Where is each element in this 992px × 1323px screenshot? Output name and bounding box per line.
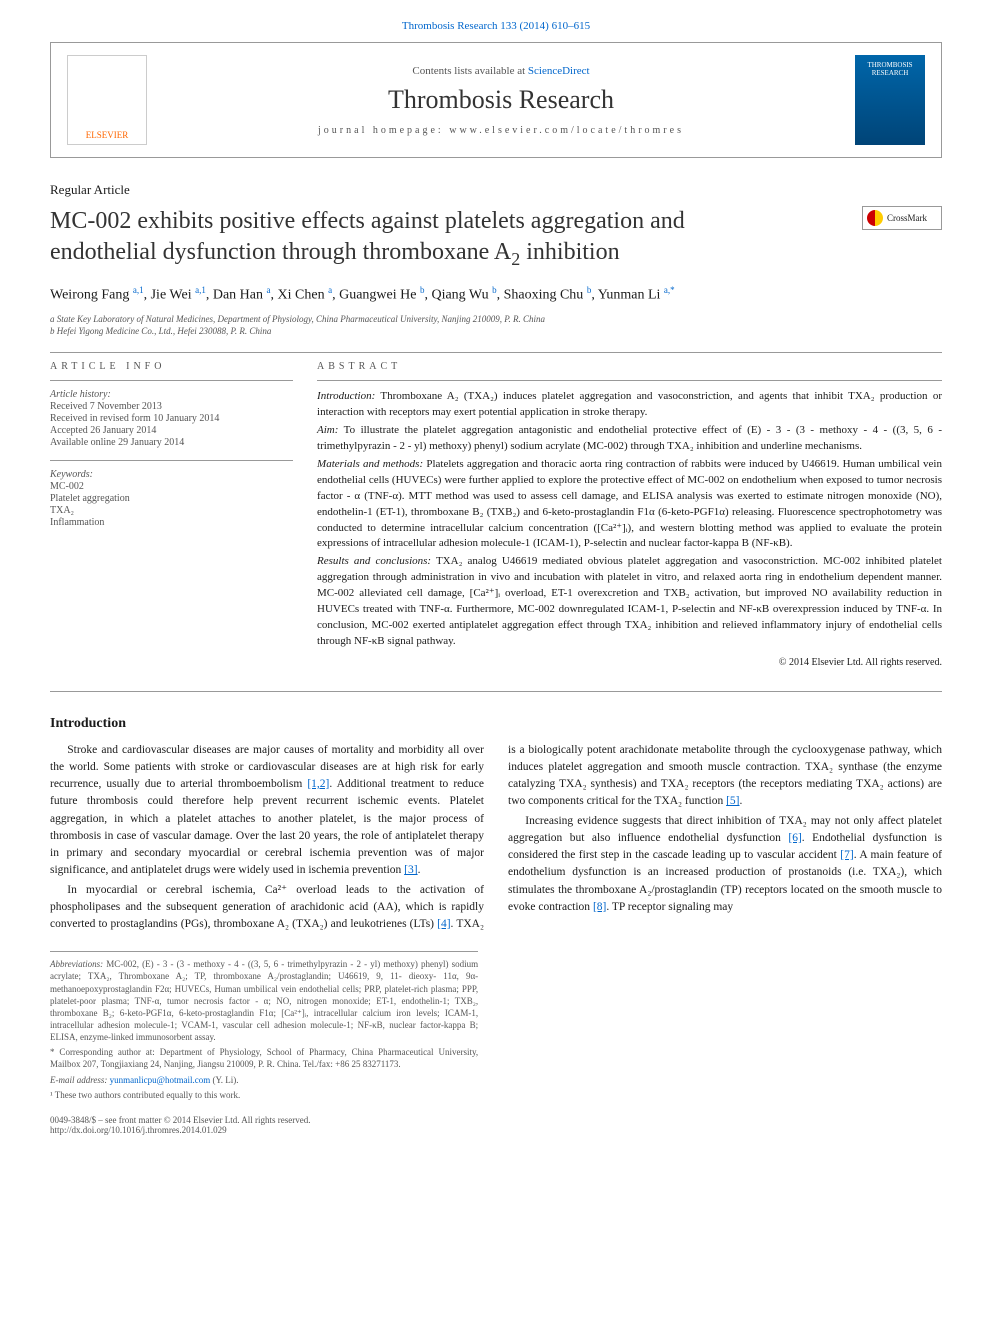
bottom-line: 0049-3848/$ – see front matter © 2014 El…	[50, 1115, 942, 1135]
ref-link[interactable]: [4]	[437, 918, 450, 930]
header-center: Contents lists available at ScienceDirec…	[163, 65, 839, 136]
article-info-heading: ARTICLE INFO	[50, 361, 293, 372]
email-link[interactable]: yunmanlicpu@hotmail.com	[110, 1075, 211, 1085]
mm-label: Materials and methods:	[317, 458, 423, 470]
mm-text: Platelets aggregation and thoracic aorta…	[317, 458, 942, 550]
contents-prefix: Contents lists available at	[412, 65, 527, 77]
body-p1: Stroke and cardiovascular diseases are m…	[50, 742, 484, 880]
article-type: Regular Article	[50, 182, 942, 198]
journal-cover: THROMBOSIS RESEARCH	[855, 55, 925, 145]
keyword: Platelet aggregation	[50, 493, 293, 504]
affiliation-a: a State Key Laboratory of Natural Medici…	[50, 314, 942, 324]
homepage-line: journal homepage: www.elsevier.com/locat…	[163, 125, 839, 136]
history-label: Article history:	[50, 389, 111, 400]
ref-link[interactable]: [7]	[840, 849, 853, 861]
history-online: Available online 29 January 2014	[50, 437, 293, 448]
sciencedirect-link[interactable]: ScienceDirect	[528, 65, 590, 77]
ref-link[interactable]: [3]	[404, 864, 417, 876]
aim-text: To illustrate the platelet aggregation a…	[317, 424, 942, 452]
journal-header: ELSEVIER Contents lists available at Sci…	[50, 42, 942, 158]
intro-label: Introduction:	[317, 390, 375, 402]
ref-link[interactable]: [5]	[726, 795, 739, 807]
title-line2: endothelial dysfunction through thrombox…	[50, 239, 511, 265]
affiliations: a State Key Laboratory of Natural Medici…	[50, 314, 942, 336]
footnotes: Abbreviations: MC-002, (E) - 3 - (3 - me…	[50, 951, 478, 1101]
cover-line2: RESEARCH	[872, 69, 909, 77]
citation-link[interactable]: Thrombosis Research 133 (2014) 610–615	[50, 20, 942, 32]
contents-line: Contents lists available at ScienceDirec…	[163, 65, 839, 77]
corresponding-author: * Corresponding author at: Department of…	[50, 1046, 478, 1070]
ref-link[interactable]: [8]	[593, 901, 606, 913]
elsevier-logo: ELSEVIER	[67, 55, 147, 145]
doi-link[interactable]: http://dx.doi.org/10.1016/j.thromres.201…	[50, 1125, 227, 1135]
keyword: MC-002	[50, 481, 293, 492]
homepage-label: journal homepage:	[318, 125, 449, 136]
divider	[50, 352, 942, 353]
article-history: Article history: Received 7 November 201…	[50, 389, 293, 448]
keywords-block: Keywords: MC-002 Platelet aggregation TX…	[50, 469, 293, 528]
journal-name: Thrombosis Research	[163, 85, 839, 115]
equal-contribution: ¹ These two authors contributed equally …	[50, 1089, 478, 1101]
divider	[50, 380, 293, 381]
keywords-label: Keywords:	[50, 469, 93, 480]
intro-text: Thromboxane A₂ (TXA₂) induces platelet a…	[317, 390, 942, 418]
email-label: E-mail address:	[50, 1075, 110, 1085]
crossmark-label: CrossMark	[887, 213, 927, 223]
crossmark-icon	[867, 210, 883, 226]
divider	[50, 460, 293, 461]
body-p3: Increasing evidence suggests that direct…	[508, 813, 942, 917]
abstract-copyright: © 2014 Elsevier Ltd. All rights reserved…	[317, 656, 942, 671]
history-accepted: Accepted 26 January 2014	[50, 425, 293, 436]
title-line1: MC-002 exhibits positive effects against…	[50, 208, 685, 234]
affiliation-b: b Hefei Yigong Medicine Co., Ltd., Hefei…	[50, 326, 942, 336]
homepage-url[interactable]: www.elsevier.com/locate/thromres	[449, 125, 684, 136]
ref-link[interactable]: [6]	[788, 832, 801, 844]
divider	[50, 691, 942, 692]
title-sub: 2	[511, 249, 520, 269]
aim-label: Aim:	[317, 424, 338, 436]
divider	[317, 380, 942, 381]
introduction-heading: Introduction	[50, 716, 942, 732]
cover-line1: THROMBOSIS	[867, 61, 912, 69]
issn-line: 0049-3848/$ – see front matter © 2014 El…	[50, 1115, 311, 1125]
history-revised: Received in revised form 10 January 2014	[50, 413, 293, 424]
email-suffix: (Y. Li).	[210, 1075, 238, 1085]
keyword: TXA₂	[50, 505, 293, 516]
body-text: Stroke and cardiovascular diseases are m…	[50, 742, 942, 934]
authors: Weirong Fang a,1, Jie Wei a,1, Dan Han a…	[50, 285, 942, 304]
abbrev-text: MC-002, (E) - 3 - (3 - methoxy - 4 - ((3…	[50, 959, 478, 1042]
title-line2-end: inhibition	[520, 239, 619, 265]
keyword: Inflammation	[50, 517, 293, 528]
crossmark-badge[interactable]: CrossMark	[862, 206, 942, 230]
rc-label: Results and conclusions:	[317, 555, 431, 567]
abbrev-label: Abbreviations:	[50, 959, 103, 969]
article-title: MC-002 exhibits positive effects against…	[50, 206, 846, 271]
abstract-heading: ABSTRACT	[317, 361, 942, 372]
history-received: Received 7 November 2013	[50, 401, 293, 412]
ref-link[interactable]: [1,2]	[307, 778, 329, 790]
rc-text: TXA₂ analog U46619 mediated obvious plat…	[317, 555, 942, 647]
abstract-body: Introduction: Thromboxane A₂ (TXA₂) indu…	[317, 389, 942, 671]
